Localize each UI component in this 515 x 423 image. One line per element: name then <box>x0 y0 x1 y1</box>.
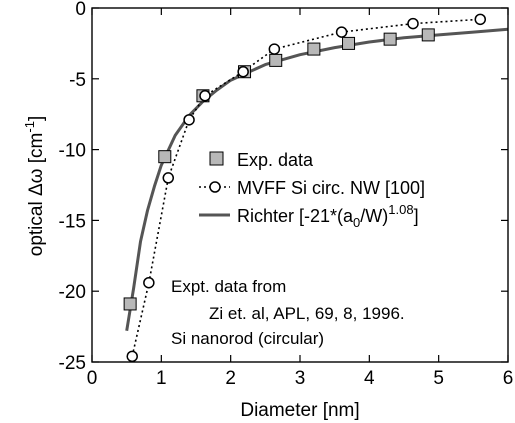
x-tick-label: 6 <box>503 368 514 389</box>
x-axis-label: Diameter [nm] <box>240 400 359 421</box>
y-tick-label: -15 <box>59 211 86 232</box>
exp-data-point <box>123 297 137 311</box>
series-mvff-line <box>131 18 481 357</box>
series-richter-line <box>125 27 509 332</box>
y-tick-label: -10 <box>59 141 86 162</box>
x-tick-label: 3 <box>295 368 306 389</box>
y-tick-label: -5 <box>69 70 86 91</box>
y-tick-label: 0 <box>75 0 86 20</box>
legend-label-mvff: MVFF Si circ. NW [100] <box>237 178 425 198</box>
mvff-data-point <box>268 43 281 55</box>
legend-label-exp: Exp. data <box>237 150 314 170</box>
legend-marker-mvff <box>209 181 221 193</box>
exp-data-point <box>342 36 356 50</box>
x-tick-label: 4 <box>364 368 375 389</box>
axes-layer: 0 1 2 3 4 5 6 0 -5 -10 -15 -20 -25 <box>59 0 514 389</box>
legend-marker-exp <box>209 151 224 166</box>
mvff-data-point <box>162 172 175 184</box>
annotation-line-1: Expt. data from <box>171 277 286 296</box>
x-tick-label: 1 <box>156 368 167 389</box>
legend-label-richter: Richter [-21*(a0/W)1.08] <box>237 202 419 230</box>
mvff-data-point <box>183 114 195 126</box>
annotation-line-2: Zi et. al, APL, 69, 8, 1996. <box>209 304 405 323</box>
y-tick-label: -20 <box>59 282 86 303</box>
exp-data-point <box>383 32 397 46</box>
y-axis-label: optical Δω [cm-1] <box>22 116 47 256</box>
mvff-data-point <box>199 90 211 102</box>
annotation-line-3: Si nanorod (circular) <box>171 329 324 348</box>
exp-data-point <box>307 42 321 56</box>
mvff-data-point <box>143 276 155 289</box>
legend: Exp. data MVFF Si circ. NW [100] Richter… <box>199 150 425 230</box>
exp-data-point <box>421 28 435 42</box>
y-tick-label: -25 <box>59 353 86 374</box>
exp-data-point <box>158 150 172 164</box>
exp-data-point <box>269 53 283 67</box>
mvff-data-point <box>237 65 249 78</box>
plot-layer <box>123 13 509 363</box>
mvff-data-point <box>126 350 138 363</box>
mvff-data-point <box>335 26 348 38</box>
x-tick-label: 0 <box>87 368 98 389</box>
mvff-data-point <box>407 17 419 30</box>
x-tick-label: 2 <box>225 368 236 389</box>
x-tick-label: 5 <box>433 368 444 389</box>
mvff-data-point <box>474 13 487 26</box>
